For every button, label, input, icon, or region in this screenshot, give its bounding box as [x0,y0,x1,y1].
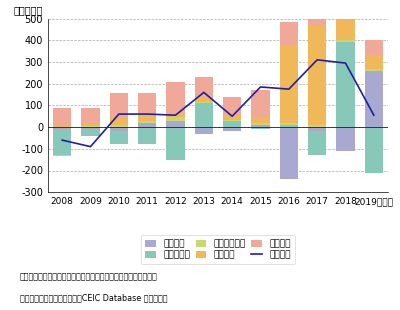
Bar [365,40,383,55]
Bar [110,127,128,131]
Bar [53,108,71,126]
Legend: 外貨準備, その他投資, 金融派生商品, 証券投資, 直接投資, 金融収支: 外貨準備, その他投資, 金融派生商品, 証券投資, 直接投資, 金融収支 [141,235,295,264]
Bar [280,123,298,125]
Bar [166,127,185,160]
Bar [195,98,213,102]
金融収支 [145,112,150,116]
Bar [308,25,326,125]
Bar [110,131,128,144]
Bar [110,94,128,118]
Text: 資料：国家統計センサス局、CEIC Database から作成。: 資料：国家統計センサス局、CEIC Database から作成。 [20,294,168,303]
Bar [81,108,100,124]
Bar [365,71,383,127]
金融収支 [343,61,348,65]
Bar [251,125,270,127]
Bar [251,118,270,123]
Bar [166,117,185,121]
Bar [280,45,298,123]
Bar [336,0,355,6]
Text: 備考：プラス値は資金の流入、マイナス値は資金の流出を示す。: 備考：プラス値は資金の流入、マイナス値は資金の流出を示す。 [20,272,158,281]
金融収支 [116,112,121,116]
Bar [251,123,270,125]
Bar [138,123,156,127]
Bar [365,55,383,69]
金融収支 [173,113,178,117]
Bar [166,121,185,127]
Bar [365,127,383,173]
金融収支 [202,91,206,94]
金融収支 [258,85,263,89]
Bar [138,127,156,144]
Bar [81,126,100,127]
Bar [336,127,355,151]
Bar [81,124,100,126]
Bar [195,127,213,134]
Bar [280,127,298,179]
Bar [336,6,355,40]
Bar [110,118,128,125]
Bar [336,42,355,127]
Bar [53,155,71,157]
金融収支 [315,58,320,62]
Text: （億ドル）: （億ドル） [14,5,43,15]
Bar [365,69,383,71]
金融収支 [60,138,64,142]
金融収支 [286,87,291,91]
Bar [195,77,213,98]
Bar [81,129,100,136]
Bar [138,114,156,121]
Bar [53,126,71,127]
Bar [53,129,71,155]
Bar [251,90,270,118]
Line: 金融収支: 金融収支 [62,60,374,147]
Bar [308,125,326,127]
Bar [110,125,128,127]
Bar [195,102,213,103]
Bar [280,125,298,127]
Bar [166,113,185,117]
Bar [336,40,355,42]
Bar [53,127,71,129]
Bar [308,131,326,155]
Bar [251,127,270,129]
Bar [166,82,185,113]
Bar [223,120,241,121]
金融収支 [372,113,376,117]
Bar [138,94,156,114]
金融収支 [230,114,234,118]
Bar [280,22,298,45]
Bar [308,0,326,25]
Bar [223,97,241,115]
Bar [308,127,326,131]
Bar [223,115,241,120]
Bar [138,121,156,123]
金融収支 [88,145,93,148]
Bar [223,121,241,127]
Bar [81,127,100,129]
Bar [223,127,241,131]
Bar [195,103,213,127]
